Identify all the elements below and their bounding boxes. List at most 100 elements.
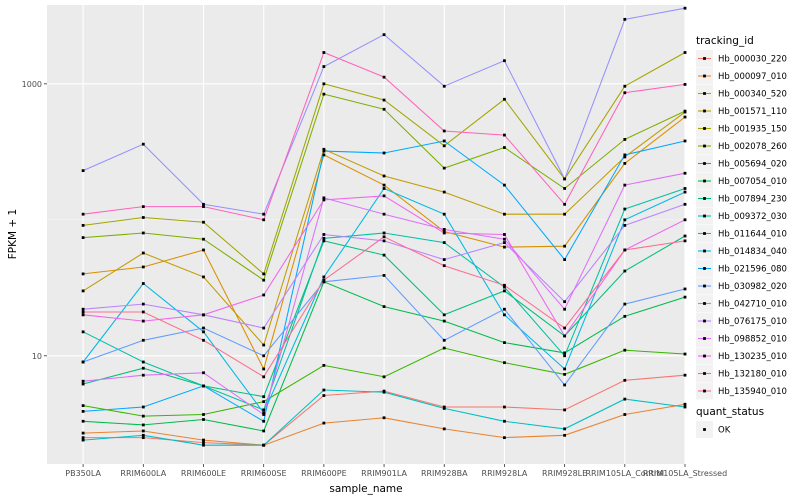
data-point — [503, 285, 506, 289]
data-point — [623, 397, 627, 401]
data-point — [623, 269, 627, 273]
data-point — [262, 429, 266, 433]
data-point — [442, 228, 446, 231]
data-point — [141, 423, 145, 427]
data-point — [141, 310, 145, 314]
legend-key-point — [703, 144, 706, 148]
data-point — [503, 436, 506, 440]
legend-color-items: Hb_000030_220 Hb_000097_010 Hb_000340_520 H… — [696, 50, 787, 400]
data-point — [442, 166, 446, 170]
data-point — [81, 310, 85, 314]
data-point — [322, 236, 326, 240]
data-point — [683, 83, 687, 86]
data-point — [262, 367, 266, 371]
legend-key-point — [703, 337, 706, 340]
data-point — [322, 280, 326, 284]
x-tick-label: RRIM600LE — [181, 469, 226, 478]
data-point — [623, 183, 627, 187]
x-axis-title: sample_name — [329, 483, 402, 495]
data-point — [623, 153, 627, 157]
data-point — [503, 133, 506, 137]
legend-label: Hb_135940_010 — [718, 387, 787, 397]
legend: tracking_id Hb_000030_220Hb_000097_010Hb… — [696, 35, 787, 438]
data-point — [442, 84, 446, 88]
data-point — [442, 407, 446, 410]
data-point — [322, 149, 326, 153]
data-point — [262, 413, 266, 416]
data-point — [623, 155, 627, 159]
data-point — [563, 372, 567, 376]
x-tick-label: RRIM105LA_Control — [585, 469, 664, 478]
data-point — [623, 207, 627, 211]
data-point — [262, 343, 266, 347]
data-point — [262, 326, 266, 330]
data-point — [503, 289, 506, 293]
legend-key-point — [703, 74, 706, 78]
legend-key-point — [703, 214, 706, 218]
data-point — [81, 409, 85, 413]
data-point — [382, 33, 386, 37]
legend-label: Hb_001935_150 — [718, 125, 787, 135]
data-point — [262, 278, 266, 282]
legend-key-point — [703, 232, 706, 235]
data-point — [442, 346, 446, 350]
data-point — [442, 190, 446, 194]
data-point — [503, 237, 506, 241]
data-point — [563, 244, 567, 248]
data-point — [382, 231, 386, 235]
data-point — [322, 51, 326, 54]
data-point — [141, 414, 145, 418]
data-point — [623, 248, 627, 252]
data-point — [322, 421, 326, 425]
data-point — [382, 212, 386, 216]
data-point — [503, 419, 506, 423]
data-point — [442, 258, 446, 261]
data-point — [382, 98, 386, 102]
data-point — [322, 233, 326, 236]
data-point — [262, 212, 266, 216]
data-point — [683, 187, 687, 190]
data-point — [262, 218, 266, 222]
data-point — [563, 367, 567, 371]
legend-key-point — [703, 372, 706, 375]
data-point — [322, 275, 326, 279]
data-point — [81, 272, 85, 276]
data-point — [262, 272, 266, 276]
legend-key-point — [703, 354, 706, 358]
data-point — [322, 278, 326, 282]
data-point — [683, 202, 687, 206]
data-point — [683, 405, 687, 409]
legend-key-point — [703, 162, 706, 165]
legend-label: Hb_076175_010 — [718, 317, 787, 327]
data-point — [382, 75, 386, 79]
data-point — [683, 190, 687, 194]
data-point — [442, 212, 446, 216]
data-point — [81, 212, 85, 216]
data-point — [202, 330, 205, 334]
legend-key-point — [703, 92, 706, 95]
data-point — [81, 236, 85, 239]
data-point — [322, 92, 326, 96]
x-tick-label: RRIM928BA — [421, 469, 468, 478]
data-point — [141, 216, 145, 219]
data-point — [382, 274, 386, 277]
data-point — [202, 418, 205, 421]
data-point — [503, 241, 506, 244]
data-point — [623, 91, 627, 95]
data-point — [141, 360, 145, 364]
y-tick-label: 10 — [32, 352, 42, 361]
data-point — [141, 265, 145, 269]
data-point — [382, 183, 386, 187]
data-point — [382, 194, 386, 198]
y-axis: 10 1000 — [22, 80, 47, 361]
data-point — [623, 413, 627, 416]
legend-key-point — [703, 389, 706, 393]
data-point — [81, 431, 85, 435]
legend-label: Hb_030982_020 — [718, 282, 787, 292]
data-point — [683, 51, 687, 54]
data-point — [262, 408, 266, 412]
data-point — [141, 205, 145, 209]
data-point — [683, 352, 687, 356]
data-point — [141, 429, 145, 433]
